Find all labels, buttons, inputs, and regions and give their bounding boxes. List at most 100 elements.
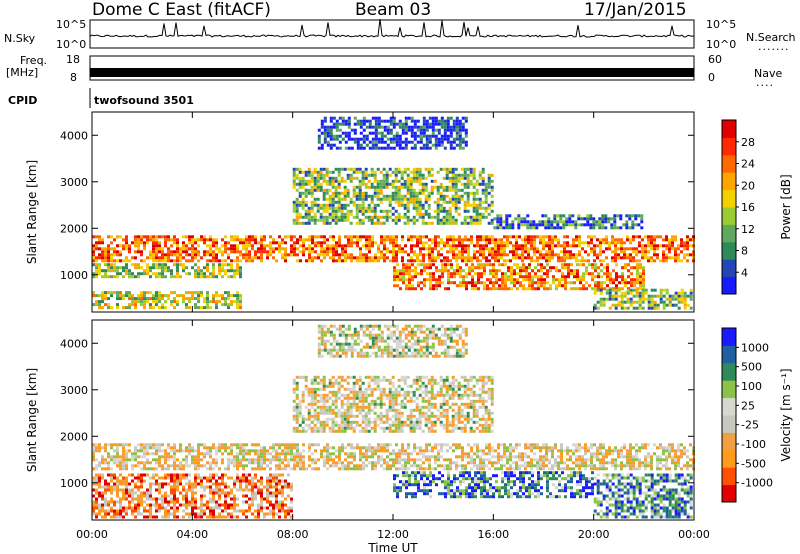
velocity-cell [644, 446, 647, 450]
velocity-cell [605, 452, 608, 456]
power-cell [331, 179, 335, 183]
power-cell [452, 140, 456, 144]
power-cell [170, 250, 173, 254]
power-cell [540, 281, 543, 285]
power-cell [301, 203, 305, 207]
power-cell [367, 185, 371, 189]
velocity-cell [215, 461, 218, 465]
power-cell [341, 131, 345, 135]
nsearch-tick-top: 10^5 [706, 18, 737, 31]
power-cell [487, 182, 491, 186]
power-cell [492, 281, 495, 285]
velocity-cell [107, 473, 110, 477]
power-cell [631, 220, 635, 224]
power-cell [513, 272, 516, 276]
power-cell [170, 244, 173, 248]
power-cell [512, 235, 515, 239]
power-cell [617, 294, 621, 298]
power-cell [686, 235, 689, 239]
power-cell [95, 272, 98, 276]
velocity-cell [485, 458, 488, 462]
power-cell [641, 244, 644, 248]
power-cell [462, 281, 465, 285]
power-cell [575, 238, 578, 242]
power-cell [677, 300, 681, 304]
velocity-cell [383, 461, 386, 465]
power-cell [677, 297, 681, 301]
velocity-cell [314, 461, 317, 465]
power-cell [404, 146, 408, 150]
power-cell [332, 247, 335, 251]
power-cell [397, 197, 401, 201]
power-cell [343, 203, 347, 207]
power-cell [411, 269, 414, 273]
power-cell [316, 209, 320, 213]
velocity-cell [101, 491, 104, 495]
power-cell [638, 300, 642, 304]
power-cell [442, 194, 446, 198]
velocity-cell [593, 464, 596, 468]
power-cell [391, 206, 395, 210]
velocity-cell [518, 455, 521, 459]
velocity-cell [476, 455, 479, 459]
power-cell [98, 256, 101, 260]
power-cell [341, 244, 344, 248]
velocity-cell [476, 449, 479, 453]
power-cell [429, 287, 432, 291]
power-cell [533, 244, 536, 248]
power-cell [599, 247, 602, 251]
power-cell [474, 284, 477, 288]
power-cell [164, 235, 167, 239]
power-cell [362, 244, 365, 248]
power-cell [107, 275, 110, 279]
power-cell [407, 125, 411, 129]
power-cell [424, 167, 428, 171]
velocity-cell [206, 467, 209, 471]
power-cell [453, 272, 456, 276]
power-cell [317, 241, 320, 245]
velocity-cell [242, 455, 245, 459]
power-cell [461, 122, 465, 126]
power-cell [510, 278, 513, 282]
power-cell [415, 173, 419, 177]
power-cell [110, 241, 113, 245]
power-cell [316, 197, 320, 201]
velocity-cell [461, 455, 464, 459]
power-cell [537, 263, 540, 267]
power-cell [409, 218, 413, 222]
power-cell [347, 125, 351, 129]
power-cell [266, 244, 269, 248]
power-cell [386, 238, 389, 242]
power-cell [475, 179, 479, 183]
velocity-cell [275, 452, 278, 456]
power-cell [653, 306, 657, 310]
velocity-cell [425, 446, 428, 450]
power-cell [467, 244, 470, 248]
power-cell [446, 250, 449, 254]
velocity-cell [407, 455, 410, 459]
power-cell [465, 275, 468, 279]
velocity-cell [194, 449, 197, 453]
power-cell [471, 281, 474, 285]
velocity-cell [530, 467, 533, 471]
velocity-cell [413, 458, 416, 462]
power-cell [386, 235, 389, 239]
power-cell [272, 250, 275, 254]
power-cell [215, 259, 218, 263]
power-cell [325, 218, 329, 222]
power-cell [444, 269, 447, 273]
velocity-cell [329, 458, 332, 462]
power-cell [427, 170, 431, 174]
power-cell [374, 259, 377, 263]
velocity-cell [173, 497, 176, 501]
velocity-cell [479, 458, 482, 462]
power-cell [447, 269, 450, 273]
velocity-cell [383, 449, 386, 453]
power-cell [364, 209, 368, 213]
power-cell [149, 250, 152, 254]
power-cell [403, 182, 407, 186]
power-cell [596, 306, 600, 310]
power-cell [278, 244, 281, 248]
power-cell [611, 297, 615, 301]
velocity-cell [158, 443, 161, 447]
